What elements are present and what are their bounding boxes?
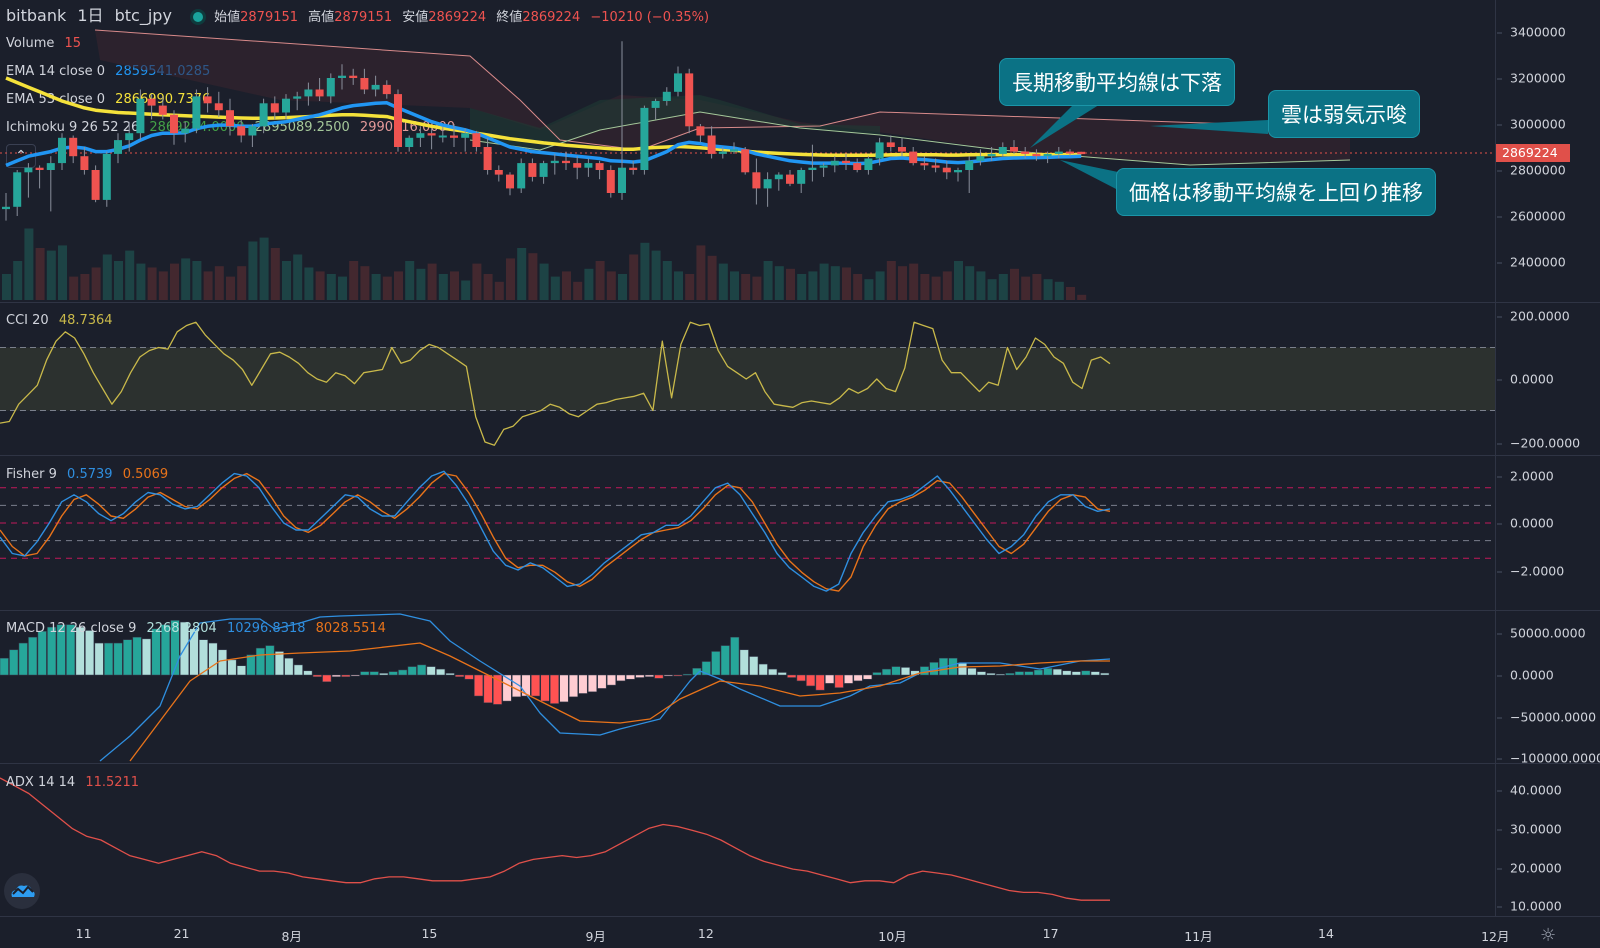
cci-axis[interactable]: 200.0000 0.0000 −200.0000 bbox=[1495, 303, 1600, 455]
fisher-tick: 0.0000 bbox=[1497, 515, 1554, 531]
time-tick: 21 bbox=[173, 926, 190, 941]
cci-chart[interactable] bbox=[0, 303, 1495, 455]
high-value: 2879151 bbox=[334, 10, 393, 25]
time-tick: 15 bbox=[421, 926, 438, 941]
adx-label: ADX 14 14 bbox=[6, 775, 76, 790]
adx-legend[interactable]: ADX 14 14 11.5211 bbox=[6, 775, 145, 791]
pane-divider[interactable] bbox=[0, 455, 1600, 456]
macd-tick: −50000.0000 bbox=[1496, 709, 1597, 725]
time-tick: 11月 bbox=[1184, 929, 1213, 944]
high-label: 高値 bbox=[308, 10, 335, 25]
open-label: 始値 bbox=[214, 10, 241, 25]
adx-value: 11.5211 bbox=[85, 775, 140, 790]
ichimoku-label: Ichimoku 9 26 52 26 bbox=[6, 120, 140, 135]
close-value: 2869224 bbox=[522, 10, 581, 25]
annotation-price-above-ma[interactable]: 価格は移動平均線を上回り推移 bbox=[1116, 168, 1436, 216]
macd-tick: 50000.0000 bbox=[1497, 625, 1586, 641]
interval[interactable]: 1日 bbox=[77, 6, 104, 25]
fisher-value: 0.5739 bbox=[67, 467, 113, 482]
adx-tick: 20.0000 bbox=[1497, 860, 1562, 876]
ema14-label: EMA 14 close 0 bbox=[6, 64, 106, 79]
price-tick: 3200000 bbox=[1497, 70, 1566, 86]
time-tick: 8月 bbox=[281, 929, 302, 944]
header-legend: bitbank 1日 btc_jpy 始値2879151 高値2879151 安… bbox=[6, 6, 721, 28]
fisher-trigger-value: 0.5069 bbox=[122, 467, 169, 482]
macd-value: 10296.8318 bbox=[226, 621, 306, 636]
macd-legend[interactable]: MACD 12 26 close 9 2268.2804 10296.8318 … bbox=[6, 621, 392, 637]
low-label: 安値 bbox=[402, 10, 429, 25]
fisher-label: Fisher 9 bbox=[6, 467, 57, 482]
price-tick: 3000000 bbox=[1497, 116, 1566, 132]
time-tick: 11 bbox=[75, 926, 92, 941]
fisher-chart[interactable] bbox=[0, 456, 1495, 610]
time-axis-divider bbox=[0, 916, 1600, 917]
fisher-legend[interactable]: Fisher 9 0.5739 0.5069 bbox=[6, 467, 174, 483]
price-tick: 2400000 bbox=[1497, 254, 1566, 270]
fisher-tick: −2.0000 bbox=[1496, 563, 1565, 579]
cci-tick: −200.0000 bbox=[1496, 435, 1581, 451]
time-tick: 10月 bbox=[878, 929, 907, 944]
macd-tick: 0.0000 bbox=[1497, 667, 1554, 683]
fisher-axis[interactable]: 2.0000 0.0000 −2.0000 bbox=[1495, 456, 1600, 610]
current-price-label: 2869224 bbox=[1496, 144, 1570, 162]
price-chart[interactable] bbox=[0, 0, 1495, 302]
cloud-chart-icon bbox=[11, 885, 35, 897]
pane-divider[interactable] bbox=[0, 610, 1600, 611]
adx-tick: 10.0000 bbox=[1497, 898, 1562, 914]
adx-axis[interactable]: 40.0000 30.0000 20.0000 10.0000 bbox=[1495, 764, 1600, 916]
macd-chart[interactable] bbox=[0, 611, 1495, 763]
cci-legend[interactable]: CCI 20 48.7364 bbox=[6, 313, 119, 329]
change-value: −10210 (−0.35%) bbox=[590, 10, 710, 25]
price-tick: 2800000 bbox=[1497, 162, 1566, 178]
symbol[interactable]: btc_jpy bbox=[114, 6, 172, 25]
time-tick: 9月 bbox=[585, 929, 606, 944]
macd-hist-value: 2268.2804 bbox=[146, 621, 217, 636]
price-tick: 3400000 bbox=[1497, 24, 1566, 40]
open-value: 2879151 bbox=[240, 10, 299, 25]
annotation-cloud-bearish[interactable]: 雲は弱気示唆 bbox=[1268, 90, 1420, 138]
annotation-ma-falling[interactable]: 長期移動平均線は下落 bbox=[999, 58, 1235, 106]
price-tick: 2600000 bbox=[1497, 208, 1566, 224]
time-tick: 12 bbox=[697, 926, 714, 941]
low-value: 2869224 bbox=[428, 10, 487, 25]
volume-legend[interactable]: Volume 15 bbox=[6, 36, 87, 52]
market-status-icon bbox=[193, 11, 204, 22]
volume-label: Volume bbox=[6, 36, 55, 51]
time-axis[interactable]: 11 21 8月 15 9月 12 10月 17 11月 14 12月 bbox=[0, 926, 1510, 948]
pane-divider[interactable] bbox=[0, 302, 1600, 303]
macd-signal-value: 8028.5514 bbox=[315, 621, 386, 636]
cci-label: CCI 20 bbox=[6, 313, 49, 328]
adx-tick: 30.0000 bbox=[1497, 821, 1562, 837]
macd-axis[interactable]: 50000.0000 0.0000 −50000.0000 −100000.00… bbox=[1495, 611, 1600, 766]
macd-label: MACD 12 26 close 9 bbox=[6, 621, 137, 636]
cci-value: 48.7364 bbox=[58, 313, 113, 328]
cci-tick: 200.0000 bbox=[1497, 308, 1570, 324]
pane-divider[interactable] bbox=[0, 763, 1600, 764]
time-tick: 17 bbox=[1042, 926, 1059, 941]
fisher-tick: 2.0000 bbox=[1497, 468, 1554, 484]
time-tick: 12月 bbox=[1481, 929, 1510, 944]
exchange-name[interactable]: bitbank bbox=[6, 6, 67, 25]
adx-tick: 40.0000 bbox=[1497, 782, 1562, 798]
settings-gear-icon[interactable]: ☼ bbox=[1540, 925, 1557, 946]
chevron-up-icon: ⌃ bbox=[15, 148, 27, 164]
time-tick: 14 bbox=[1318, 926, 1334, 941]
close-label: 終値 bbox=[496, 10, 523, 25]
macd-tick: −100000.0000 bbox=[1497, 751, 1600, 766]
price-axis[interactable]: 3400000 3200000 3000000 2800000 2600000 … bbox=[1495, 0, 1600, 302]
adx-chart[interactable] bbox=[0, 764, 1495, 916]
tradingview-logo[interactable] bbox=[4, 873, 40, 909]
volume-value: 15 bbox=[64, 36, 82, 51]
cci-tick: 0.0000 bbox=[1497, 371, 1554, 387]
